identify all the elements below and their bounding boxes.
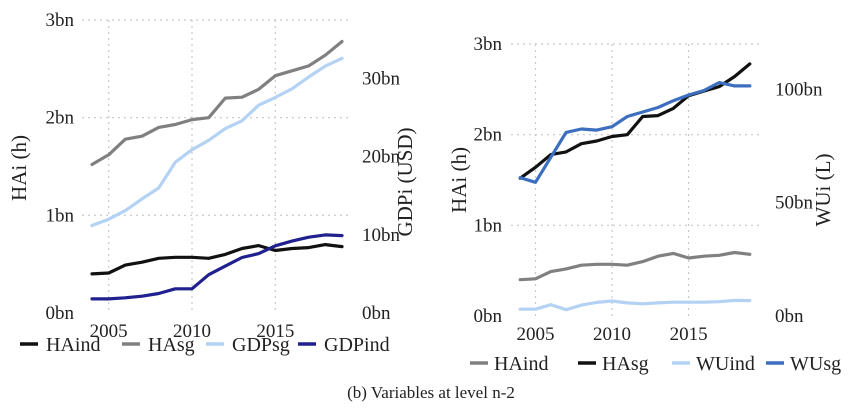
y-tick-label: 1bn <box>46 205 75 226</box>
chart-2: 2005 2010 2015 0bn 1bn 2bn 3bn 0bn 50bn 100bn HAi … <box>447 34 841 375</box>
legend-label-wuind: WUind <box>696 353 755 375</box>
y-tick-label: 3bn <box>474 34 503 55</box>
x-tick-label: 2010 <box>173 321 211 342</box>
series-line-hasg <box>518 62 752 180</box>
x-tick-label: 2015 <box>670 324 708 345</box>
y2-axis-label: WUi (L) <box>811 154 835 227</box>
y-tick-label: 3bn <box>46 10 75 31</box>
y-tick-label: 0bn <box>474 306 503 327</box>
series-line-wusg <box>518 80 752 184</box>
y2-tick-label: 0bn <box>362 303 391 324</box>
legend-label-haind: HAind <box>46 334 100 356</box>
y2-tick-label: 10bn <box>362 225 401 246</box>
series-line-haind <box>518 250 752 282</box>
legend-label-hasg: HAsg <box>148 334 195 356</box>
y-axis-label: HAi (h) <box>7 135 31 201</box>
series-line-hasg <box>90 39 344 167</box>
y-tick-label: 2bn <box>474 125 503 146</box>
legend-label-wusg: WUsg <box>790 353 841 375</box>
series-line-haind <box>90 243 344 276</box>
y2-axis-label: GDPi (USD) <box>393 127 417 236</box>
x-tick-label: 2010 <box>593 324 631 345</box>
y2-tick-label: 50bn <box>775 193 814 214</box>
legend-label-haind: HAind <box>494 353 548 375</box>
legend-label-gdpind: GDPind <box>324 334 390 356</box>
series-line-gdpind <box>90 233 344 301</box>
x-tick-label: 2015 <box>256 321 294 342</box>
x-tick-label: 2005 <box>516 324 554 345</box>
y2-tick-label: 20bn <box>362 147 401 168</box>
y-axis-label: HAi (h) <box>447 147 471 213</box>
series-line-wuind <box>518 298 752 312</box>
legend-label-gdpsg: GDPsg <box>232 334 290 356</box>
y2-tick-label: 100bn <box>775 79 823 100</box>
y-tick-label: 1bn <box>474 215 503 236</box>
y-tick-label: 0bn <box>46 303 75 324</box>
y2-tick-label: 0bn <box>775 306 804 327</box>
series-line-gdpsg <box>90 56 344 228</box>
y-tick-label: 2bn <box>46 108 75 129</box>
legend-label-hasg: HAsg <box>602 353 649 375</box>
y2-tick-label: 30bn <box>362 69 401 90</box>
x-tick-label: 2005 <box>90 321 128 342</box>
chart-1: 2005 2010 2015 0bn 1bn 2bn 3bn 0bn 10bn 20bn 30bn H… <box>7 10 417 356</box>
figure-caption: (b) Variables at level n-2 <box>347 383 515 402</box>
figure: 2005 2010 2015 0bn 1bn 2bn 3bn 0bn 10bn 20bn 30bn H… <box>7 10 841 375</box>
